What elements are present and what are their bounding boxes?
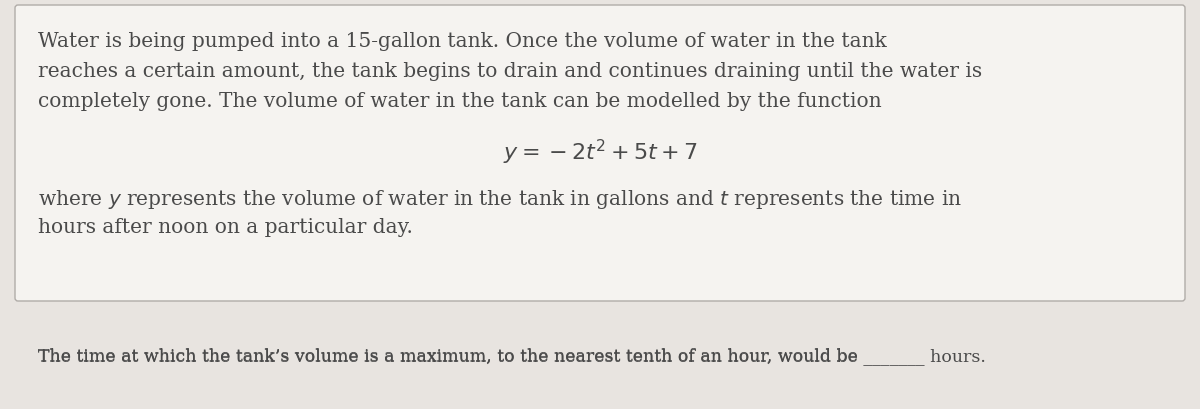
Text: reaches a certain amount, the tank begins to drain and continues draining until : reaches a certain amount, the tank begin… bbox=[38, 62, 982, 81]
Text: completely gone. The volume of water in the tank can be modelled by the function: completely gone. The volume of water in … bbox=[38, 92, 882, 111]
Text: The time at which the tank’s volume is a maximum, to the nearest tenth of an hou: The time at which the tank’s volume is a… bbox=[38, 348, 986, 365]
Text: The time at which the tank’s volume is a maximum, to the nearest tenth of an hou: The time at which the tank’s volume is a… bbox=[38, 348, 863, 365]
FancyBboxPatch shape bbox=[14, 5, 1186, 301]
Text: Water is being pumped into a 15-gallon tank. Once the volume of water in the tan: Water is being pumped into a 15-gallon t… bbox=[38, 32, 887, 51]
Text: hours after noon on a particular day.: hours after noon on a particular day. bbox=[38, 218, 413, 237]
Text: $y = -2t^2 + 5t + 7$: $y = -2t^2 + 5t + 7$ bbox=[503, 138, 697, 167]
Text: where $y$ represents the volume of water in the tank in gallons and $t$ represen: where $y$ represents the volume of water… bbox=[38, 188, 962, 211]
